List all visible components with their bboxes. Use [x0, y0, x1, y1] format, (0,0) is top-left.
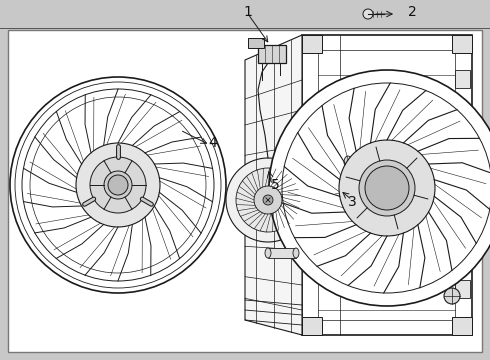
Bar [335, 188, 351, 198]
Circle shape [363, 9, 373, 19]
Bar [302, 35, 322, 53]
Circle shape [263, 195, 273, 205]
Circle shape [269, 70, 490, 306]
Circle shape [10, 77, 226, 293]
Bar [452, 35, 472, 53]
Circle shape [104, 171, 132, 199]
Bar [455, 280, 470, 298]
Ellipse shape [265, 248, 271, 258]
Text: 3: 3 [347, 195, 356, 209]
Circle shape [108, 175, 128, 195]
Circle shape [365, 166, 409, 210]
Ellipse shape [344, 156, 352, 168]
Polygon shape [302, 35, 472, 335]
Bar [248, 38, 264, 48]
Ellipse shape [374, 156, 382, 168]
Bar [302, 317, 322, 335]
Bar [455, 70, 470, 88]
Bar [455, 140, 470, 158]
Circle shape [339, 140, 435, 236]
Bar [8, 30, 482, 352]
Bar [452, 317, 472, 335]
Circle shape [90, 157, 146, 213]
Circle shape [226, 158, 310, 242]
Text: 4: 4 [209, 136, 218, 150]
Polygon shape [245, 35, 302, 335]
Bar [258, 45, 286, 63]
Ellipse shape [293, 248, 299, 258]
Text: 5: 5 [270, 178, 279, 192]
Bar [268, 248, 296, 258]
Circle shape [236, 168, 300, 232]
Circle shape [359, 160, 415, 216]
Bar [348, 156, 378, 168]
Circle shape [254, 186, 282, 214]
Circle shape [76, 143, 160, 227]
Bar [455, 210, 470, 228]
Text: 1: 1 [244, 5, 252, 19]
Text: 2: 2 [408, 5, 416, 19]
Circle shape [444, 288, 460, 304]
